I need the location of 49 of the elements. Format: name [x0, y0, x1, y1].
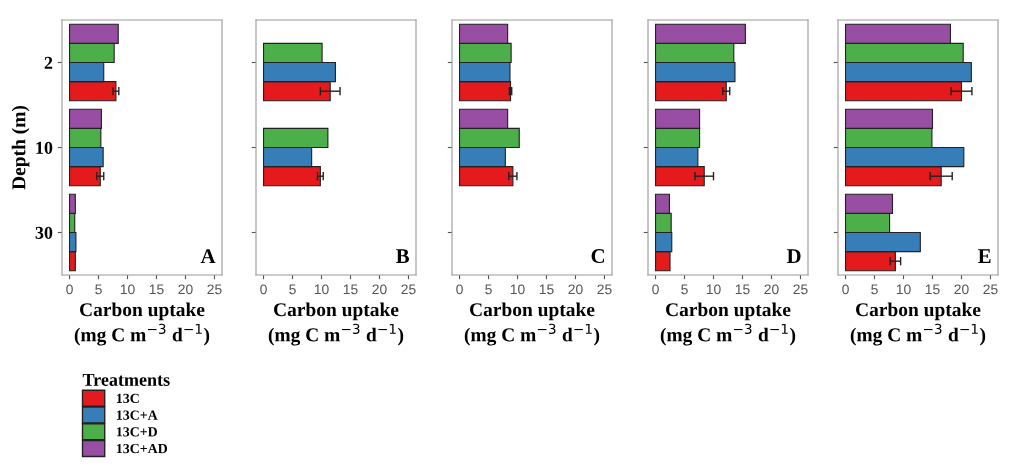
x-tick-label: 0 [260, 284, 267, 295]
x-tick-label: 25 [401, 284, 416, 295]
y-tick-label: 2 [44, 56, 53, 69]
x-tick-label: 20 [372, 284, 387, 295]
x-tick-label: 25 [793, 284, 808, 295]
legend-label: 13C+A [116, 410, 158, 420]
x-tick-label: 20 [568, 284, 583, 295]
x-tick-label: 10 [314, 284, 329, 295]
x-axis-title: Carbon uptake (mg C m$^{−3}$ d$^{−1}$) [660, 302, 796, 346]
x-tick-label: 5 [289, 284, 296, 295]
y-axis-title: Depth (m) [11, 105, 30, 190]
x-tick-label: 0 [456, 284, 463, 295]
legend-label: 13C+D [116, 427, 158, 437]
x-tick-label: 10 [510, 284, 525, 295]
annotation: E [978, 249, 991, 263]
legend-label: 13C+AD [116, 443, 168, 454]
annotation: C [591, 249, 605, 264]
x-axis-title: Carbon uptake (mg C m$^{−3}$ d$^{−1}$) [464, 302, 600, 346]
x-tick-label: 25 [207, 284, 222, 295]
x-tick-label: 25 [597, 284, 612, 295]
x-tick-label: 0 [66, 284, 73, 295]
x-tick-label: 0 [842, 284, 849, 295]
x-tick-label: 25 [983, 284, 998, 295]
annotation: B [396, 249, 410, 263]
x-tick-label: 15 [925, 284, 940, 295]
x-tick-label: 10 [706, 284, 721, 295]
annotation: D [786, 249, 801, 263]
x-tick-label: 20 [764, 284, 779, 295]
x-tick-label: 0 [652, 284, 659, 295]
x-tick-label: 5 [681, 284, 688, 295]
y-tick-label: 30 [35, 226, 53, 239]
x-tick-label: 5 [95, 284, 102, 295]
x-tick-label: 15 [343, 284, 358, 295]
legend-label: 13C [116, 393, 139, 404]
x-tick-label: 5 [485, 284, 492, 295]
legend-title: Treatments [82, 373, 170, 386]
x-axis-title: Carbon uptake (mg C m$^{−3}$ d$^{−1}$) [268, 302, 404, 346]
x-tick-label: 15 [149, 284, 164, 295]
annotation: A [200, 249, 216, 263]
x-tick-label: 10 [120, 284, 135, 295]
x-tick-label: 20 [178, 284, 193, 295]
x-tick-label: 10 [896, 284, 911, 295]
x-axis-title: Carbon uptake (mg C m$^{−3}$ d$^{−1}$) [74, 302, 210, 346]
x-tick-label: 5 [871, 284, 878, 295]
x-tick-label: 20 [954, 284, 969, 295]
x-tick-label: 15 [735, 284, 750, 295]
y-tick-label: 10 [36, 141, 53, 154]
x-axis-title: Carbon uptake (mg C m$^{−3}$ d$^{−1}$) [850, 302, 986, 346]
x-tick-label: 15 [539, 284, 554, 295]
